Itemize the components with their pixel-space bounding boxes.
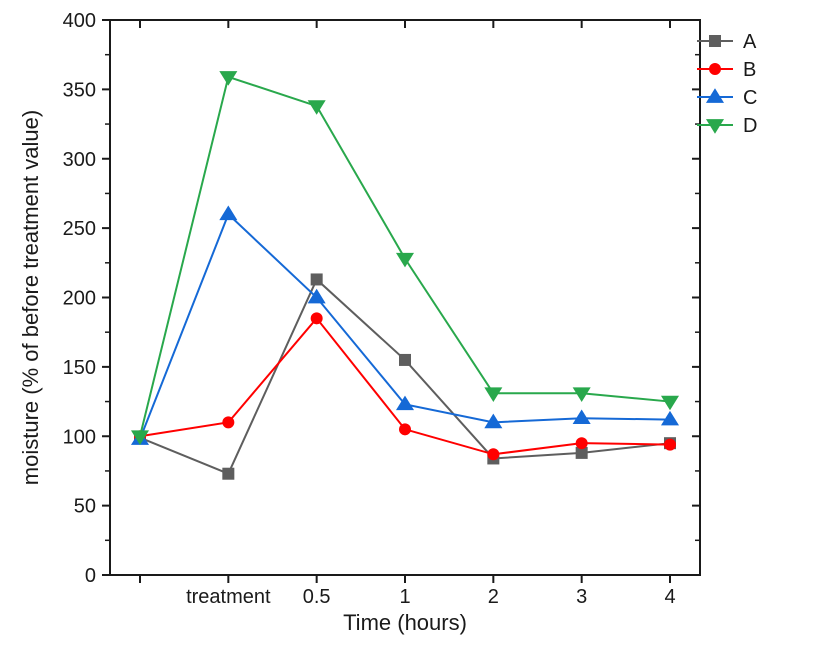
series-A [135,274,676,479]
moisture-chart: 0 50 100 150 200 250 300 350 400 treatment 0.5 1 2 3 4… [0,0,827,654]
svg-text:300: 300 [63,149,96,171]
svg-text:moisture (% of before treatme: moisture (% of before treatment value) [18,110,43,485]
svg-text:0.5: 0.5 [303,586,331,608]
svg-text:treatment: treatment [186,586,271,608]
svg-text:400: 400 [63,10,96,32]
svg-text:C: C [743,87,757,109]
svg-text:4: 4 [664,586,675,608]
svg-text:A: A [743,31,757,53]
svg-text:0: 0 [85,565,96,587]
series-B [135,313,676,460]
series-D [132,72,678,444]
legend: ABCD [697,31,757,137]
svg-text:100: 100 [63,426,96,448]
svg-text:200: 200 [63,288,96,310]
svg-text:Time (hours): Time (hours) [343,610,467,635]
svg-text:D: D [743,115,757,137]
svg-text:1: 1 [399,586,410,608]
svg-text:50: 50 [74,496,96,518]
svg-text:3: 3 [576,586,587,608]
svg-text:350: 350 [63,79,96,101]
svg-text:B: B [743,59,756,81]
svg-text:150: 150 [63,357,96,379]
svg-text:2: 2 [488,586,499,608]
svg-text:250: 250 [63,218,96,240]
series-C [132,206,678,444]
